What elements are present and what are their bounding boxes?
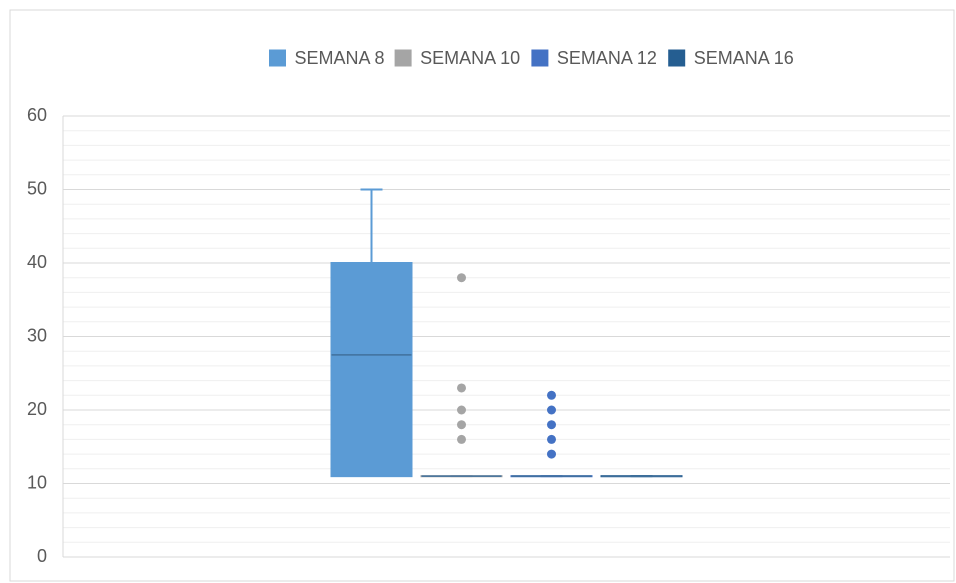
outlier: [457, 405, 466, 415]
y-tick-label: 50: [27, 178, 47, 198]
box: [330, 262, 413, 478]
outlier: [457, 434, 466, 444]
y-tick-label: 0: [37, 546, 47, 566]
outlier: [547, 405, 556, 415]
outlier: [457, 420, 466, 430]
legend-swatch: [667, 48, 687, 68]
legend-label: SEMANA 12: [557, 48, 657, 68]
y-tick-label: 20: [27, 399, 47, 419]
chart-frame: [9, 9, 955, 582]
legend-label: SEMANA 8: [295, 48, 385, 68]
y-tick-label: 10: [27, 472, 47, 492]
outlier: [547, 449, 556, 459]
legend-swatch: [530, 48, 550, 68]
y-tick-label: 40: [27, 252, 47, 272]
y-tick-label: 30: [27, 325, 47, 345]
outlier: [457, 383, 466, 393]
legend-swatch: [393, 48, 413, 68]
outlier: [547, 420, 556, 430]
outlier: [457, 273, 466, 283]
legend-swatch: [268, 48, 287, 68]
y-tick-label: 60: [27, 105, 47, 125]
legend-label: SEMANA 10: [420, 48, 520, 68]
outlier: [547, 434, 556, 444]
outlier: [547, 390, 556, 400]
legend-label: SEMANA 16: [694, 48, 794, 68]
